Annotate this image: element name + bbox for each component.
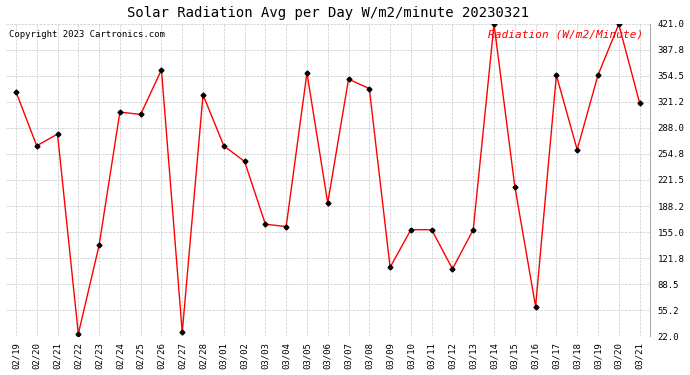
Text: Radiation (W/m2/Minute): Radiation (W/m2/Minute) xyxy=(489,30,644,40)
Text: Copyright 2023 Cartronics.com: Copyright 2023 Cartronics.com xyxy=(9,30,165,39)
Title: Solar Radiation Avg per Day W/m2/minute 20230321: Solar Radiation Avg per Day W/m2/minute … xyxy=(127,6,529,20)
